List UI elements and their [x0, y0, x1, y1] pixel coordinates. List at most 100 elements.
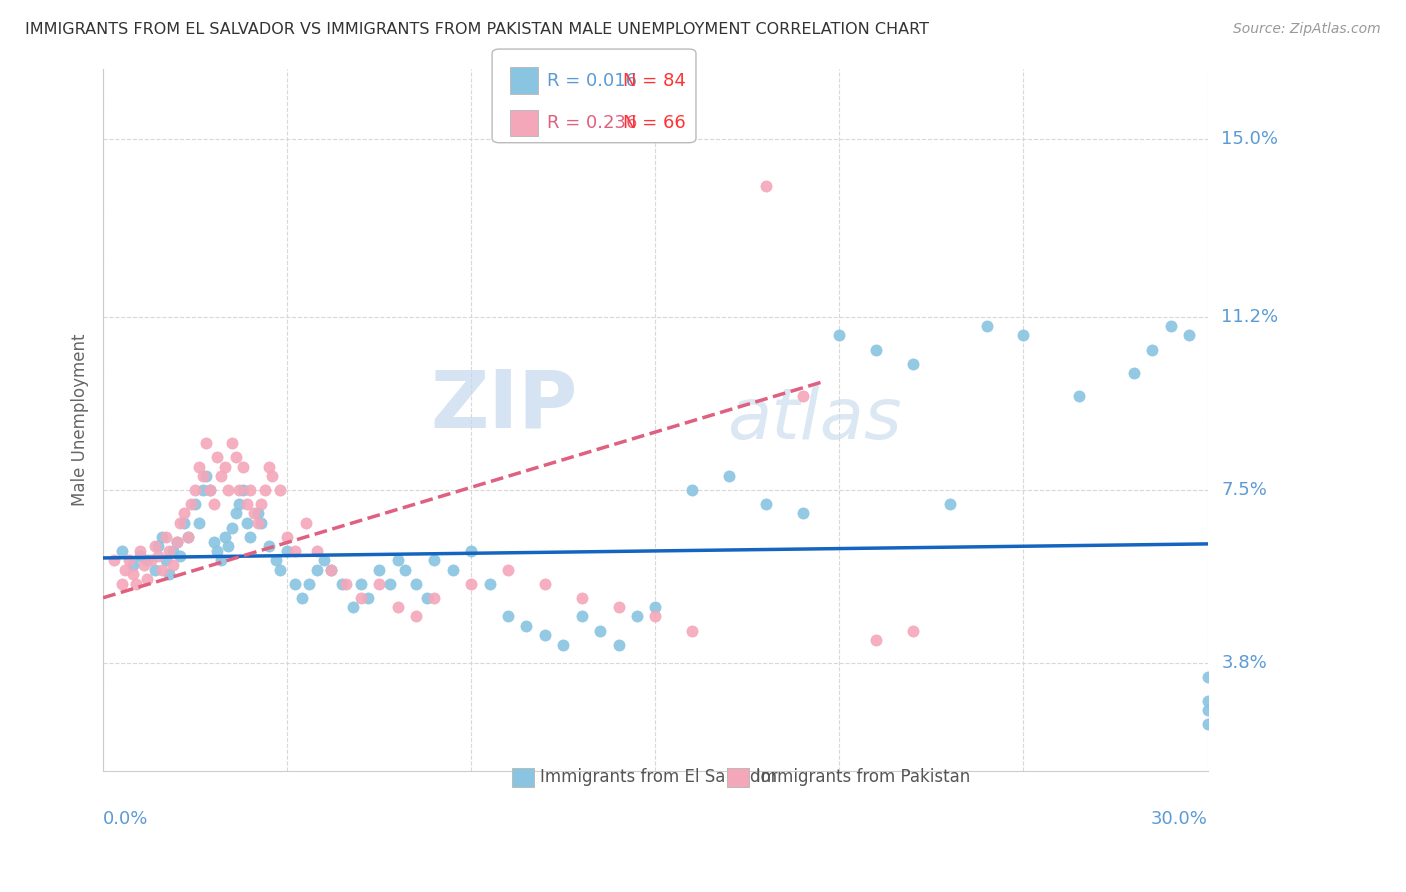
Point [1178, 328, 1201, 343]
Point [423, 553, 446, 567]
Point [195, 436, 218, 450]
Point [321, 563, 343, 577]
Point [202, 534, 225, 549]
Point [166, 534, 188, 549]
Point [110, 544, 132, 558]
Point [368, 576, 391, 591]
Point [195, 469, 218, 483]
Point [335, 576, 357, 591]
Point [368, 563, 391, 577]
Point [110, 576, 132, 591]
Point [276, 544, 298, 558]
Point [626, 609, 648, 624]
Text: ZIP: ZIP [430, 367, 578, 445]
Point [125, 576, 148, 591]
Point [939, 497, 962, 511]
Point [214, 530, 236, 544]
Point [214, 459, 236, 474]
Point [1197, 703, 1219, 717]
Point [232, 483, 254, 497]
Point [157, 567, 180, 582]
Point [571, 591, 593, 605]
Point [294, 516, 316, 530]
Point [423, 591, 446, 605]
Point [405, 576, 427, 591]
Point [644, 600, 666, 615]
Point [228, 483, 250, 497]
Point [173, 516, 195, 530]
Point [976, 319, 998, 334]
Point [235, 516, 257, 530]
Point [394, 563, 416, 577]
Point [121, 567, 143, 582]
Point [681, 624, 703, 638]
Point [262, 469, 284, 483]
Point [198, 483, 221, 497]
Point [184, 497, 207, 511]
Point [350, 591, 373, 605]
Point [792, 507, 814, 521]
Point [129, 549, 152, 563]
Point [217, 483, 239, 497]
Text: 7.5%: 7.5% [1222, 481, 1267, 499]
Point [460, 576, 482, 591]
Point [269, 563, 291, 577]
Point [235, 497, 257, 511]
Point [405, 609, 427, 624]
Point [191, 483, 214, 497]
Point [865, 343, 887, 357]
Text: Immigrants from Pakistan: Immigrants from Pakistan [756, 768, 970, 787]
Point [901, 624, 924, 638]
Point [755, 497, 778, 511]
Point [1197, 694, 1219, 708]
Point [129, 544, 152, 558]
Point [173, 507, 195, 521]
Point [681, 483, 703, 497]
Point [332, 576, 354, 591]
Point [118, 553, 141, 567]
Point [209, 469, 232, 483]
Point [283, 544, 305, 558]
Point [496, 609, 519, 624]
Point [177, 530, 200, 544]
Point [865, 632, 887, 647]
Point [416, 591, 439, 605]
Point [441, 563, 464, 577]
Point [232, 459, 254, 474]
Point [357, 591, 380, 605]
Point [305, 544, 328, 558]
Point [207, 544, 229, 558]
Point [1197, 670, 1219, 684]
Point [283, 576, 305, 591]
Text: Source: ZipAtlas.com: Source: ZipAtlas.com [1233, 22, 1381, 37]
Text: 15.0%: 15.0% [1222, 129, 1278, 148]
Point [177, 530, 200, 544]
Point [191, 469, 214, 483]
Point [239, 483, 262, 497]
Point [169, 549, 191, 563]
Point [246, 516, 269, 530]
Text: IMMIGRANTS FROM EL SALVADOR VS IMMIGRANTS FROM PAKISTAN MALE UNEMPLOYMENT CORREL: IMMIGRANTS FROM EL SALVADOR VS IMMIGRANT… [25, 22, 929, 37]
Point [305, 563, 328, 577]
Y-axis label: Male Unemployment: Male Unemployment [72, 334, 89, 506]
Point [717, 469, 740, 483]
Point [828, 328, 851, 343]
Point [589, 624, 612, 638]
Point [380, 576, 402, 591]
Point [1122, 366, 1144, 380]
Point [136, 572, 159, 586]
Point [221, 520, 243, 534]
Point [228, 497, 250, 511]
Point [157, 544, 180, 558]
Point [1197, 717, 1219, 731]
Point [162, 558, 184, 572]
Text: 3.8%: 3.8% [1222, 655, 1267, 673]
Point [184, 483, 207, 497]
Point [350, 576, 373, 591]
Point [755, 178, 778, 193]
Point [901, 357, 924, 371]
Point [148, 539, 170, 553]
Point [114, 563, 136, 577]
Point [534, 576, 557, 591]
Point [1160, 319, 1182, 334]
